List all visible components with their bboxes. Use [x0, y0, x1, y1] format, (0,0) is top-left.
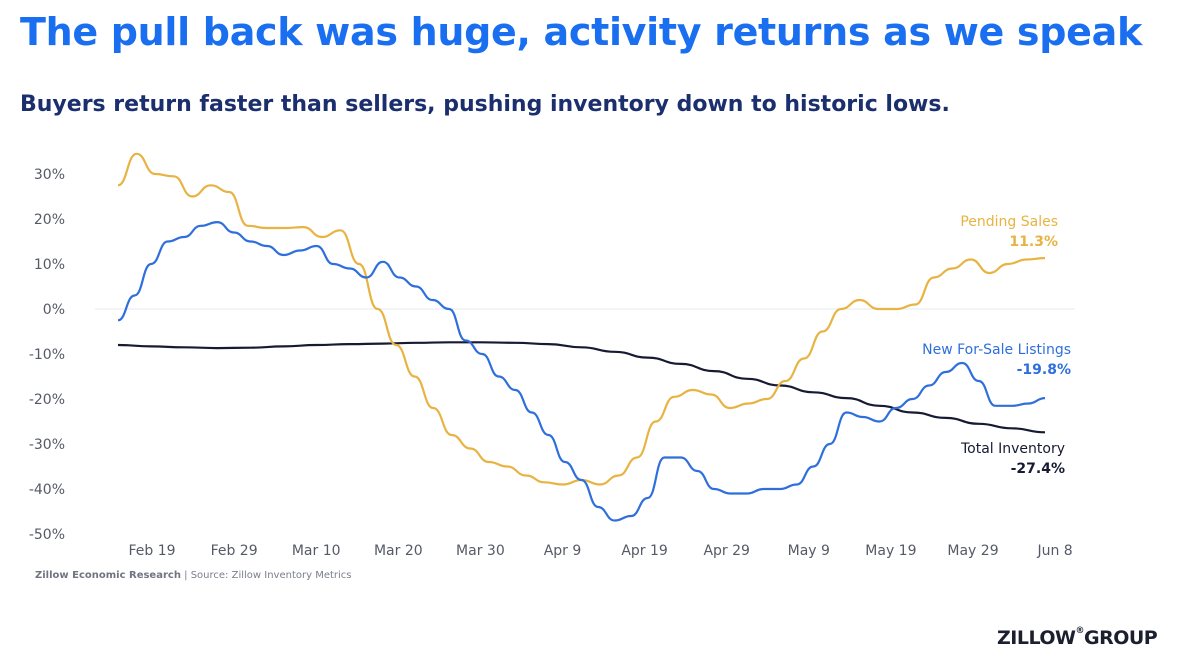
series-lines	[117, 152, 1046, 522]
x-tick-label: Apr 29	[703, 543, 749, 559]
x-axis: Feb 19 Feb 29 Mar 10 Mar 20 Mar 30 Apr 9 Apr 1…	[128, 543, 1072, 559]
page-title: The pull back was huge, activity returns…	[20, 10, 1142, 54]
x-tick-label: Apr 19	[621, 543, 667, 559]
end-value-new-listings: -19.8%	[1017, 362, 1071, 378]
legend-label-total-inventory: Total Inventory	[960, 441, 1065, 457]
y-tick-label: 30%	[34, 167, 65, 183]
y-tick-label: 0%	[43, 302, 65, 318]
page-subtitle: Buyers return faster than sellers, pushi…	[20, 92, 950, 117]
end-value-pending-sales: 11.3%	[1009, 234, 1058, 250]
logo-registered-mark: ®	[1075, 626, 1085, 636]
x-tick-label: Mar 30	[456, 543, 505, 559]
y-tick-label: -50%	[29, 527, 65, 543]
x-tick-label: Mar 20	[374, 543, 423, 559]
legend-label-new-listings: New For-Sale Listings	[922, 342, 1071, 358]
end-value-total-inventory: -27.4%	[1011, 461, 1065, 477]
y-tick-label: 10%	[34, 257, 65, 273]
logo-suffix: GROUP	[1084, 627, 1158, 649]
source-org: Zillow Economic Research	[35, 570, 181, 581]
y-tick-label: -10%	[29, 347, 65, 363]
source-note: Zillow Economic Research | Source: Zillo…	[35, 570, 352, 581]
series-line-blue	[117, 221, 1046, 522]
y-axis: 30% 20% 10% 0% -10% -20% -30% -40% -50%	[29, 167, 65, 543]
x-tick-label: May 19	[865, 543, 916, 559]
y-tick-label: 20%	[34, 212, 65, 228]
legend-label-pending-sales: Pending Sales	[960, 214, 1058, 230]
line-chart: 30%20%10%0%-10%-20%-30%-40%-50% Feb 19 Fe…	[29, 152, 1075, 559]
zillow-group-logo: ZILLOW®GROUP	[997, 626, 1158, 649]
x-tick-label: Feb 29	[211, 543, 258, 559]
x-tick-label: Mar 10	[292, 543, 341, 559]
x-tick-label: Apr 9	[544, 543, 582, 559]
y-tick-label: -30%	[29, 437, 65, 453]
x-tick-label: May 29	[947, 543, 998, 559]
x-tick-label: Jun 8	[1036, 543, 1072, 559]
y-tick-label: -40%	[29, 482, 65, 498]
x-tick-label: Feb 19	[128, 543, 175, 559]
series-line-gold	[117, 152, 1046, 486]
y-tick-label: -20%	[29, 392, 65, 408]
series-line-navy	[117, 341, 1046, 434]
source-separator: |	[184, 570, 188, 581]
source-text: Source: Zillow Inventory Metrics	[190, 570, 352, 581]
x-tick-label: May 9	[788, 543, 830, 559]
logo-wordmark: ZILLOW	[997, 627, 1076, 649]
